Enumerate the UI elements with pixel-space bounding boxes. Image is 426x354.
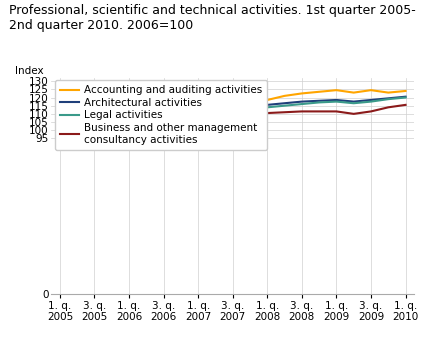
Legal activities <box>316 100 321 104</box>
Business and other management
consultancy activities <box>350 112 355 116</box>
Accounting and auditing activities <box>195 108 200 113</box>
Business and other management
consultancy activities <box>247 111 252 115</box>
Accounting and auditing activities <box>299 91 304 96</box>
Legal activities <box>195 110 200 114</box>
Business and other management
consultancy activities <box>333 109 338 114</box>
Accounting and auditing activities <box>368 88 373 92</box>
Business and other management
consultancy activities <box>144 121 149 125</box>
Architectural activities <box>75 135 80 139</box>
Legal activities <box>368 99 373 104</box>
Architectural activities <box>299 99 304 104</box>
Business and other management
consultancy activities <box>109 128 114 132</box>
Accounting and auditing activities <box>161 116 166 120</box>
Accounting and auditing activities <box>126 124 131 128</box>
Accounting and auditing activities <box>92 131 97 136</box>
Business and other management
consultancy activities <box>299 109 304 114</box>
Business and other management
consultancy activities <box>368 109 373 114</box>
Accounting and auditing activities <box>350 91 355 95</box>
Legal activities <box>178 113 183 118</box>
Accounting and auditing activities <box>402 89 407 93</box>
Business and other management
consultancy activities <box>213 111 218 115</box>
Legend: Accounting and auditing activities, Architectural activities, Legal activities, : Accounting and auditing activities, Arch… <box>55 80 267 150</box>
Legal activities <box>281 104 286 108</box>
Architectural activities <box>281 101 286 105</box>
Accounting and auditing activities <box>281 94 286 98</box>
Business and other management
consultancy activities <box>57 136 62 141</box>
Accounting and auditing activities <box>178 112 183 116</box>
Accounting and auditing activities <box>75 134 80 138</box>
Accounting and auditing activities <box>333 88 338 92</box>
Text: Professional, scientific and technical activities. 1st quarter 2005-
2nd quarter: Professional, scientific and technical a… <box>9 4 414 32</box>
Architectural activities <box>144 121 149 125</box>
Line: Accounting and auditing activities: Accounting and auditing activities <box>60 90 405 138</box>
Architectural activities <box>109 128 114 132</box>
Legal activities <box>350 101 355 105</box>
Architectural activities <box>178 113 183 117</box>
Legal activities <box>92 133 97 137</box>
Architectural activities <box>57 136 62 141</box>
Business and other management
consultancy activities <box>92 132 97 136</box>
Legal activities <box>230 106 235 110</box>
Accounting and auditing activities <box>109 127 114 132</box>
Legal activities <box>57 137 62 141</box>
Business and other management
consultancy activities <box>195 111 200 115</box>
Architectural activities <box>368 98 373 102</box>
Business and other management
consultancy activities <box>75 135 80 139</box>
Architectural activities <box>385 96 390 101</box>
Architectural activities <box>316 99 321 103</box>
Architectural activities <box>247 104 252 109</box>
Architectural activities <box>213 106 218 110</box>
Business and other management
consultancy activities <box>402 103 407 107</box>
Business and other management
consultancy activities <box>230 111 235 115</box>
Architectural activities <box>230 104 235 108</box>
Legal activities <box>333 99 338 104</box>
Architectural activities <box>264 103 269 107</box>
Legal activities <box>109 129 114 133</box>
Legal activities <box>75 136 80 140</box>
Business and other management
consultancy activities <box>264 111 269 115</box>
Line: Architectural activities: Architectural activities <box>60 97 405 138</box>
Accounting and auditing activities <box>264 98 269 102</box>
Line: Business and other management
consultancy activities: Business and other management consultanc… <box>60 105 405 138</box>
Legal activities <box>299 102 304 106</box>
Accounting and auditing activities <box>57 136 62 140</box>
Accounting and auditing activities <box>247 101 252 105</box>
Architectural activities <box>92 132 97 136</box>
Business and other management
consultancy activities <box>161 117 166 121</box>
Accounting and auditing activities <box>213 103 218 107</box>
Business and other management
consultancy activities <box>385 105 390 109</box>
Architectural activities <box>402 95 407 99</box>
Text: Index: Index <box>15 66 43 76</box>
Legal activities <box>213 108 218 112</box>
Legal activities <box>161 118 166 122</box>
Accounting and auditing activities <box>385 91 390 95</box>
Business and other management
consultancy activities <box>281 110 286 114</box>
Legal activities <box>144 121 149 126</box>
Legal activities <box>264 105 269 109</box>
Legal activities <box>126 126 131 130</box>
Business and other management
consultancy activities <box>178 113 183 118</box>
Legal activities <box>385 97 390 101</box>
Architectural activities <box>126 125 131 129</box>
Business and other management
consultancy activities <box>126 125 131 129</box>
Legal activities <box>402 95 407 99</box>
Line: Legal activities: Legal activities <box>60 97 405 139</box>
Architectural activities <box>195 109 200 114</box>
Architectural activities <box>350 99 355 104</box>
Business and other management
consultancy activities <box>316 109 321 114</box>
Architectural activities <box>333 98 338 102</box>
Architectural activities <box>161 117 166 121</box>
Accounting and auditing activities <box>316 90 321 94</box>
Accounting and auditing activities <box>230 99 235 103</box>
Legal activities <box>247 107 252 111</box>
Accounting and auditing activities <box>144 120 149 124</box>
